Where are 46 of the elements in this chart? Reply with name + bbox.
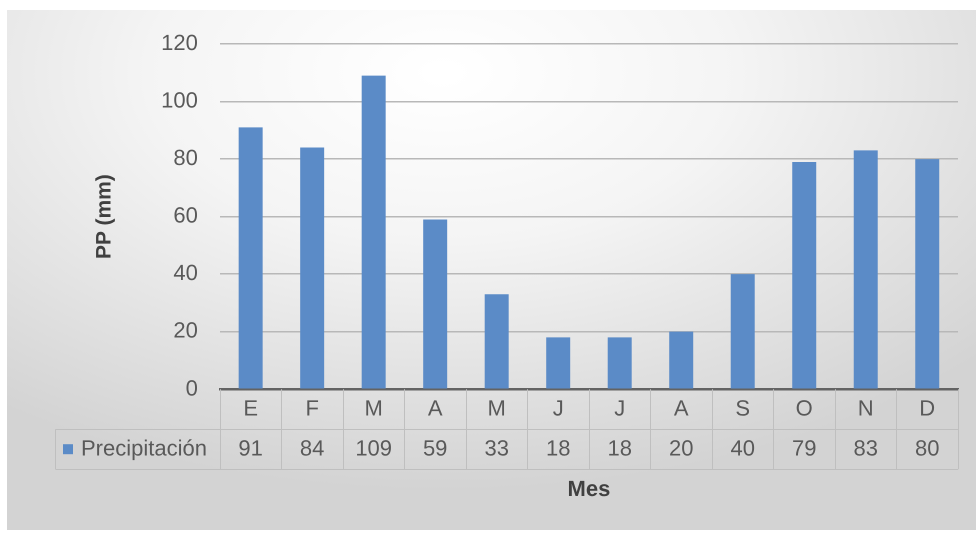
y-tick-label: 60 (173, 202, 198, 228)
y-tick-label: 0 (186, 375, 198, 400)
bar (854, 150, 878, 388)
y-tick-label: 120 (161, 30, 198, 56)
bar (484, 294, 509, 388)
data-label: 40 (730, 435, 755, 460)
y-tick-label: 100 (161, 88, 198, 113)
data-label: 18 (607, 435, 632, 460)
bar (546, 337, 570, 388)
bar (362, 76, 386, 388)
y-tick-label: 20 (173, 318, 198, 343)
bar (792, 162, 816, 388)
data-label: 109 (355, 435, 392, 460)
data-label: 83 (853, 435, 878, 460)
legend-label: Precipitación (81, 435, 207, 460)
x-tick-label: M (488, 395, 506, 420)
data-label: 33 (484, 435, 509, 460)
y-tick-label: 80 (173, 145, 198, 170)
x-tick-label: S (735, 395, 750, 420)
x-tick-label: E (243, 395, 258, 420)
bar (300, 148, 324, 388)
bar (915, 159, 940, 388)
x-tick-label: J (552, 395, 564, 420)
x-tick-label: D (919, 395, 936, 420)
x-tick-label: M (364, 395, 383, 420)
bar (423, 219, 448, 388)
x-tick-label: J (614, 395, 626, 420)
x-tick-label: O (796, 395, 813, 420)
data-label: 59 (422, 435, 448, 460)
data-label: 79 (792, 435, 816, 460)
y-axis-title: PP (mm) (92, 174, 116, 260)
bar (730, 274, 755, 388)
data-label: 91 (238, 435, 263, 460)
x-axis-title: Mes (568, 476, 610, 501)
bar (669, 332, 694, 388)
x-tick-label: A (428, 395, 443, 420)
data-label: 18 (546, 435, 570, 460)
y-tick-label: 40 (173, 260, 198, 286)
data-label: 20 (668, 435, 694, 460)
x-tick-label: N (858, 395, 874, 420)
bar (238, 127, 263, 388)
data-label: 84 (300, 435, 324, 460)
data-label: 80 (915, 435, 940, 460)
x-tick-label: F (305, 395, 319, 420)
x-tick-label: A (674, 395, 689, 420)
bar (608, 337, 632, 388)
